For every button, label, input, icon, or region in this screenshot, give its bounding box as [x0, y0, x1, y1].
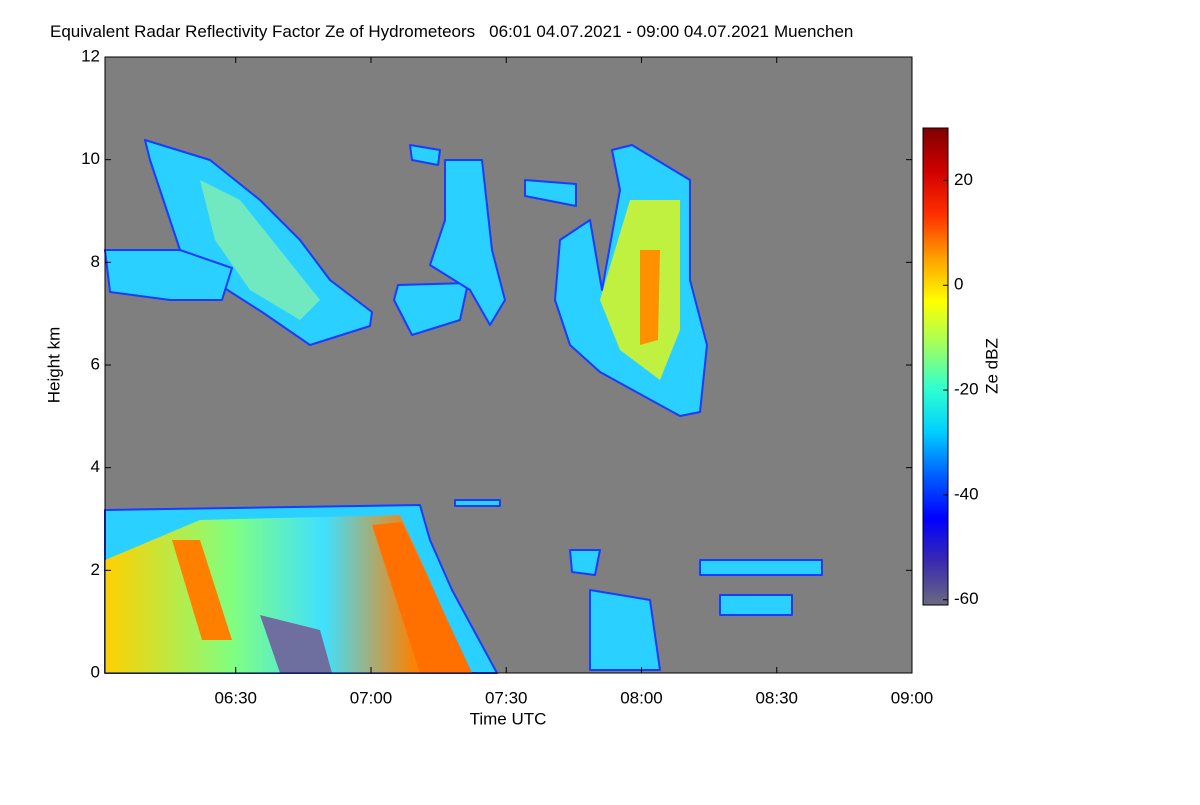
colorbar-tick-label: 0: [954, 275, 963, 294]
colorbar-tick-label: 20: [954, 170, 973, 189]
y-tick-label: 8: [91, 252, 100, 271]
y-tick-label: 12: [81, 46, 100, 65]
y-tick-label: 0: [91, 662, 100, 681]
reflectivity-field: [104, 139, 823, 674]
colorbar-tick-label: -20: [954, 380, 979, 399]
x-tick-label: 08:30: [755, 688, 798, 707]
x-tick-label: 06:30: [214, 688, 257, 707]
colorbar: [922, 127, 949, 606]
title-row: Equivalent Radar Reflectivity Factor Ze …: [50, 22, 853, 41]
x-tick-label: 07:30: [485, 688, 528, 707]
y-tick-label: 10: [81, 149, 100, 168]
x-tick-label: 09:00: [891, 688, 934, 707]
y-axis-label: Height km: [44, 327, 63, 404]
time-range: 06:01 04.07.2021 - 09:00 04.07.2021: [489, 22, 769, 41]
chart-title: Equivalent Radar Reflectivity Factor Ze …: [50, 22, 475, 41]
colorbar-tick-label: -40: [954, 484, 979, 503]
x-axis-label: Time UTC: [470, 709, 547, 728]
location: Muenchen: [774, 22, 853, 41]
x-tick-label: 08:00: [620, 688, 663, 707]
y-tick-label: 4: [91, 457, 100, 476]
colorbar-tick-label: -60: [954, 589, 979, 608]
y-tick-label: 2: [91, 560, 100, 579]
y-tick-label: 6: [91, 354, 100, 373]
x-tick-label: 07:00: [350, 688, 393, 707]
colorbar-label: Ze dBZ: [982, 338, 1001, 394]
